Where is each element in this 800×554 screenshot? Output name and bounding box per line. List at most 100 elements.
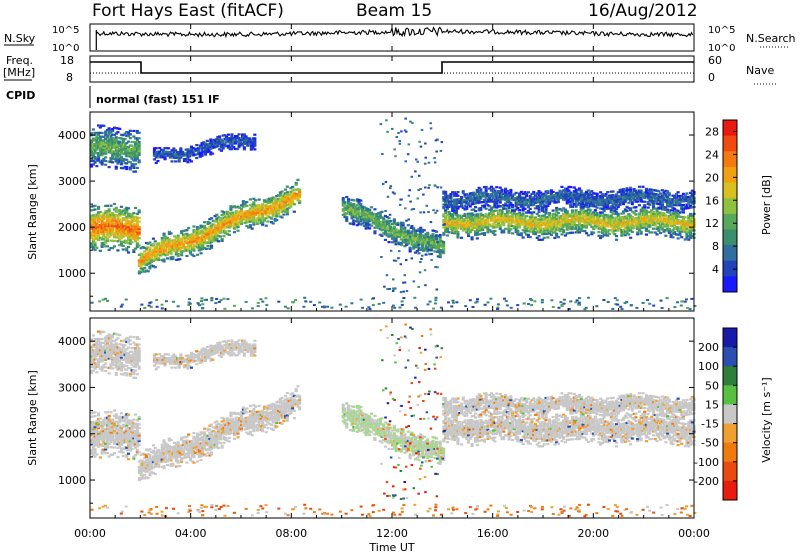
power-cell — [155, 244, 159, 248]
power-cell — [572, 195, 576, 198]
power-cell — [91, 234, 95, 237]
power-cell — [162, 245, 166, 248]
power-cell — [606, 234, 610, 237]
power-cell — [673, 207, 677, 210]
power-cell — [159, 252, 163, 255]
beam-title: Beam 15 — [356, 1, 432, 21]
freq-tick-bottom: 8 — [66, 71, 73, 84]
power-cell — [646, 201, 650, 204]
power-cell — [118, 157, 122, 160]
power-cell — [444, 211, 448, 215]
power-cell — [546, 225, 550, 228]
power-cell — [690, 214, 694, 217]
power-cell — [687, 238, 691, 241]
power-cell — [479, 214, 483, 217]
power-cell — [681, 198, 685, 201]
power-cell — [95, 142, 99, 146]
power-cell — [604, 223, 608, 226]
power-cell — [690, 195, 694, 198]
power-cell — [475, 217, 479, 220]
power-cell — [525, 202, 529, 205]
power-cell — [655, 189, 659, 192]
power-cell — [630, 191, 634, 195]
power-cell — [277, 300, 281, 303]
power-cell — [224, 222, 228, 226]
power-cell — [207, 146, 211, 149]
power-cell — [452, 193, 456, 196]
power-cell — [456, 214, 460, 217]
power-cell — [514, 202, 518, 206]
power-cell — [620, 234, 624, 237]
power-cell — [102, 152, 106, 155]
power-cell — [197, 232, 201, 235]
power-cell — [435, 230, 439, 233]
power-cell — [592, 222, 596, 225]
power-cell — [173, 242, 177, 245]
power-cell — [637, 218, 641, 221]
power-cell — [153, 249, 157, 252]
power-cell — [431, 244, 435, 247]
power-cell — [91, 221, 95, 224]
power-cell — [637, 220, 641, 223]
power-cell — [98, 144, 102, 147]
power-cell — [625, 187, 629, 190]
power-cell — [230, 135, 234, 138]
power-cell — [544, 223, 548, 226]
power-cell — [643, 195, 647, 198]
power-cell — [447, 205, 451, 209]
power-cell — [555, 219, 559, 222]
power-cell — [648, 220, 652, 223]
power-cell — [578, 227, 582, 230]
power-cell — [523, 202, 527, 205]
power-cell — [613, 229, 617, 232]
power-cell — [630, 217, 634, 221]
power-cell — [442, 203, 446, 206]
power-cell — [586, 198, 590, 201]
power-cell — [438, 254, 442, 257]
power-cell — [232, 220, 236, 223]
power-cell — [240, 219, 244, 222]
power-cell — [205, 298, 208, 301]
power-cell — [179, 154, 183, 157]
power-cell — [681, 227, 685, 230]
power-cell — [107, 221, 111, 224]
power-cell — [226, 298, 230, 301]
power-cell — [148, 241, 152, 244]
power-cell — [512, 209, 516, 213]
power-cell — [123, 147, 127, 150]
power-cell — [405, 230, 409, 234]
power-cell — [625, 219, 629, 222]
power-cell — [141, 260, 145, 263]
power-cell — [234, 213, 238, 216]
power-cell — [514, 227, 518, 230]
power-cell — [399, 229, 403, 232]
power-cell — [383, 220, 387, 223]
power-cell — [95, 141, 99, 144]
power-cell — [563, 198, 567, 201]
power-cell — [181, 242, 185, 245]
power-cell — [194, 230, 198, 233]
power-cell — [282, 195, 286, 198]
power-cell — [107, 160, 111, 163]
power-cell — [685, 207, 689, 210]
power-cell — [135, 216, 139, 219]
power-cell — [431, 246, 435, 249]
power-cell — [637, 227, 641, 230]
power-cell — [139, 261, 143, 264]
power-cell — [454, 219, 458, 222]
power-cell — [495, 199, 499, 202]
power-cell — [438, 248, 442, 251]
power-cell — [350, 217, 354, 220]
power-cell — [177, 156, 181, 159]
power-cell — [352, 202, 356, 206]
power-cell — [105, 149, 109, 152]
power-cell — [555, 208, 559, 211]
power-cell — [366, 217, 370, 220]
power-cell — [671, 214, 675, 217]
power-cell — [519, 196, 523, 199]
power-cell — [553, 195, 557, 199]
power-cell — [242, 139, 246, 142]
power-cell — [585, 209, 589, 213]
power-cell — [232, 231, 236, 234]
power-cell — [454, 209, 458, 212]
